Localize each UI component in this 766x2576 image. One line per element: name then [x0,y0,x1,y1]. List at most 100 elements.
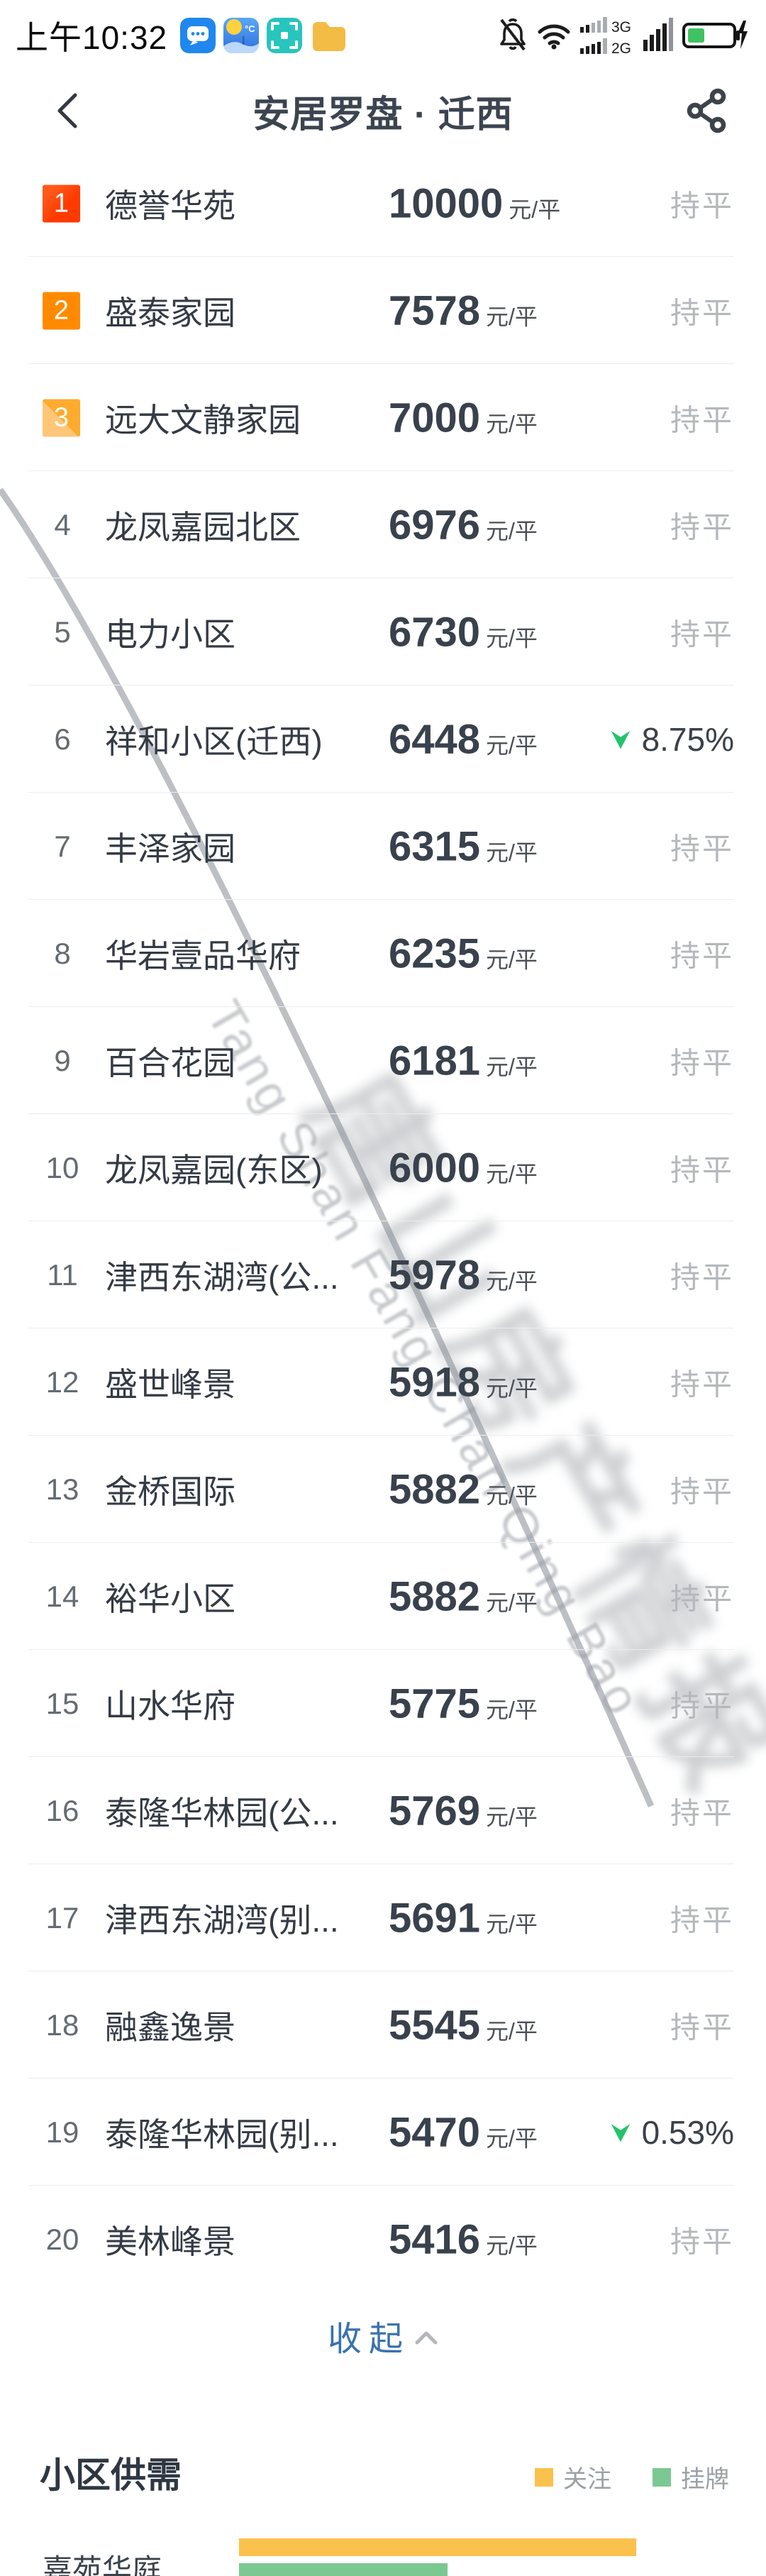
price-unit: 元/平 [486,1590,538,1615]
trend-change-value: 8.75% [641,720,734,758]
rank-cell: 4 [43,508,82,542]
price-cell: 6730 元/平 [389,608,538,656]
ranking-row[interactable]: 17 津西东湖湾(别... 5691 元/平 持平 [0,1864,766,1971]
rank-badge: 3 [43,399,80,436]
rank-cell: 2 [43,292,82,329]
price-cell: 5882 元/平 [389,1573,538,1620]
price-value: 6315 [389,823,481,869]
community-name: 融鑫逸景 [105,2008,235,2046]
notifications-muted-icon [500,18,526,51]
bar-row-label: 嘉苑华庭 [43,2553,162,2576]
rank-number: 17 [45,1900,79,1934]
trend-flat: 持平 [670,1046,734,1079]
rank-number: 20 [45,2222,79,2256]
rank-number: 5 [54,615,71,649]
trend-flat: 持平 [670,939,734,972]
rank-badge: 1 [43,185,80,222]
trend-flat: 持平 [670,189,734,222]
ranking-row[interactable]: 12 盛世峰景 5918 元/平 持平 [0,1328,766,1436]
rank-cell: 13 [43,1473,82,1507]
ranking-row[interactable]: 16 泰隆华林园(公... 5769 元/平 持平 [0,1757,766,1864]
chevron-up-icon [415,2331,438,2345]
price-value: 5769 [389,1788,481,1834]
rank-number: 16 [45,1793,79,1827]
price-unit: 元/平 [486,1697,538,1722]
price-unit: 元/平 [486,1268,538,1294]
rank-number: 7 [54,829,71,863]
ranking-row[interactable]: 1 德誉华苑 10000 元/平 持平 [0,150,766,257]
rank-number: 10 [45,1150,79,1184]
community-name: 电力小区 [105,615,235,653]
arrow-down-icon [611,730,630,749]
trend-flat: 持平 [670,1796,734,1829]
ranking-row[interactable]: 6 祥和小区(迁西) 6448 元/平 8.75% [0,686,766,793]
ranking-row[interactable]: 11 津西东湖湾(公... 5978 元/平 持平 [0,1221,766,1328]
rank-cell: 20 [43,2223,82,2257]
svg-text:2G: 2G [611,40,631,55]
ranking-row[interactable]: 18 融鑫逸景 5545 元/平 持平 [0,1971,766,2079]
ranking-row[interactable]: 10 龙凤嘉园(东区) 6000 元/平 持平 [0,1114,766,1221]
price-unit: 元/平 [486,732,538,758]
listing-bar [239,2563,448,2576]
price-value: 5545 [389,2002,481,2048]
community-name: 津西东湖湾(公... [105,1258,339,1296]
price-value: 5918 [389,1359,481,1405]
trend-cell: 持平 [670,1682,734,1725]
community-name: 山水华府 [105,1687,235,1724]
price-value: 6235 [389,930,481,976]
price-unit: 元/平 [486,1911,538,1937]
trend-flat: 持平 [670,1582,734,1615]
ranking-row[interactable]: 4 龙凤嘉园北区 6976 元/平 持平 [0,471,766,578]
ranking-row[interactable]: 5 电力小区 6730 元/平 持平 [0,578,766,686]
community-name: 龙凤嘉园(东区) [105,1151,323,1189]
ranking-row[interactable]: 3 远大文静家园 7000 元/平 持平 [0,364,766,471]
rank-cell: 11 [43,1258,82,1292]
battery-charging-icon [682,21,748,49]
ranking-row[interactable]: 15 山水华府 5775 元/平 持平 [0,1650,766,1757]
rank-cell: 5 [43,615,82,649]
ranking-row[interactable]: 20 美林峰景 5416 元/平 持平 [0,2186,766,2293]
trend-cell: 持平 [670,1468,734,1511]
ranking-row[interactable]: 7 丰泽家园 6315 元/平 持平 [0,793,766,900]
price-value: 6000 [389,1145,481,1191]
ranking-row[interactable]: 2 盛泰家园 7578 元/平 持平 [0,257,766,364]
status-bar: 上午10:32 °C [0,0,766,71]
price-value: 7578 [389,287,481,334]
ranking-row[interactable]: 14 裕华小区 5882 元/平 持平 [0,1543,766,1650]
trend-cell: 持平 [670,1789,734,1832]
community-name: 津西东湖湾(别... [105,1901,339,1939]
rank-cell: 8 [43,937,82,971]
legend-swatch-follow [535,2467,553,2487]
price-cell: 6235 元/平 [389,930,538,977]
rank-cell: 16 [43,1794,82,1828]
folder-app-icon [313,22,346,51]
arrow-down-icon [611,2123,630,2142]
trend-flat: 持平 [670,1367,734,1401]
price-value: 5882 [389,1573,481,1619]
collapse-button[interactable]: 收起 [0,2296,766,2374]
trend-flat: 持平 [670,1689,734,1722]
wifi-icon [538,24,570,50]
rank-number: 11 [47,1257,78,1292]
ranking-row[interactable]: 8 华岩壹品华府 6235 元/平 持平 [0,900,766,1007]
ranking-row[interactable]: 19 泰隆华林园(别... 5470 元/平 0.53% [0,2079,766,2186]
community-name: 德誉华苑 [105,187,235,224]
trend-cell: 持平 [670,1360,734,1404]
rank-cell: 6 [43,722,82,756]
follow-bar [239,2538,636,2556]
section-title: 小区供需 [40,2455,182,2495]
back-button[interactable] [55,71,105,150]
price-unit: 元/平 [486,2018,538,2044]
rank-number: 19 [45,2115,79,2149]
rank-number: 18 [45,2008,79,2042]
price-unit: 元/平 [486,1804,538,1829]
price-value: 5978 [389,1252,481,1298]
ranking-row[interactable]: 13 金桥国际 5882 元/平 持平 [0,1436,766,1543]
trend-flat: 持平 [670,2225,734,2258]
trend-down: 0.53% [609,2113,734,2152]
share-button[interactable] [685,71,735,150]
ranking-row[interactable]: 9 百合花园 6181 元/平 持平 [0,1007,766,1114]
trend-change-value: 0.53% [641,2113,734,2151]
price-value: 6181 [389,1037,481,1084]
community-name: 盛泰家园 [105,294,235,331]
